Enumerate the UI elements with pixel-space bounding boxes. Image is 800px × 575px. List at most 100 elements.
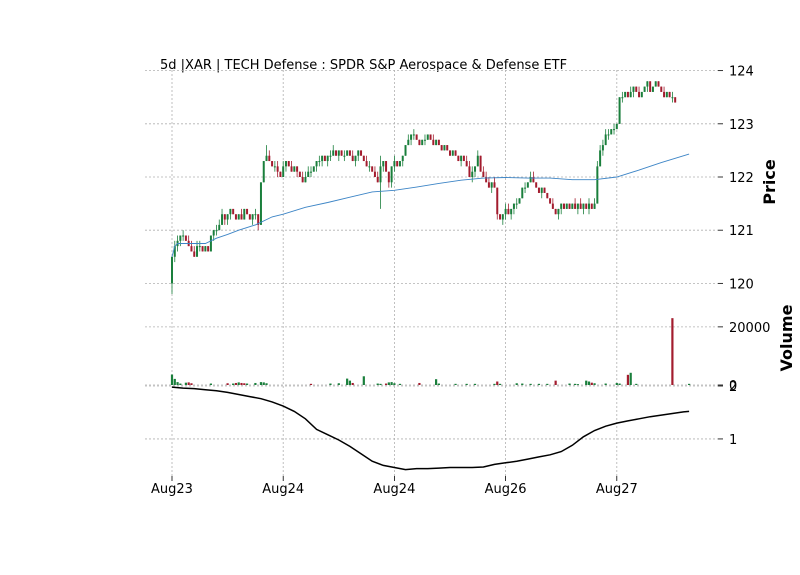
candle-body <box>382 161 385 167</box>
volume-bar <box>376 383 379 385</box>
candle-body <box>390 166 393 183</box>
candle-body <box>471 171 474 177</box>
candle-body <box>196 246 199 257</box>
volume-bar <box>515 383 518 385</box>
candle-body <box>615 123 618 130</box>
candle-body <box>326 155 329 162</box>
volume-bar <box>173 378 176 385</box>
candle-body <box>223 214 226 220</box>
xtick-label: Aug24 <box>373 482 415 497</box>
candle-body <box>632 86 635 92</box>
candle-body <box>437 139 440 146</box>
volume-bar <box>337 383 340 385</box>
candle-body <box>610 129 613 135</box>
volume-bar <box>393 383 396 385</box>
candle-body <box>215 230 218 232</box>
candle-body <box>287 161 290 167</box>
candle-body <box>640 91 643 98</box>
candle-body <box>362 155 365 162</box>
volume-ytick-label: 0 <box>729 379 737 394</box>
volume-bar <box>576 384 579 385</box>
candle-body <box>290 166 293 172</box>
candle-body <box>515 203 518 205</box>
candle-body <box>507 208 510 215</box>
volume-bar <box>209 383 213 385</box>
candle-body <box>259 182 262 225</box>
candle-body <box>618 97 621 124</box>
candle-body <box>335 150 338 156</box>
candle-body <box>393 161 396 167</box>
price-ytick-label: 121 <box>729 224 754 239</box>
candle-body <box>521 187 524 199</box>
candle-body <box>613 129 616 131</box>
candle-body <box>376 177 379 183</box>
volume-bar <box>234 382 238 385</box>
candle-body <box>410 134 413 140</box>
candle-body <box>565 203 568 209</box>
volume-bar <box>179 383 182 385</box>
candle-body <box>310 171 312 173</box>
candle-body <box>557 208 560 215</box>
candle-body <box>537 187 540 193</box>
candle-body <box>629 91 632 98</box>
candle-body <box>660 86 663 92</box>
candle-body <box>321 155 324 162</box>
candle-body <box>282 166 285 177</box>
candle-body <box>304 177 307 183</box>
candle-body <box>204 246 207 252</box>
candle-body <box>446 145 449 151</box>
volume-bar <box>587 381 591 385</box>
candle-body <box>487 182 490 188</box>
candle-body <box>385 161 388 172</box>
candle-body <box>371 166 374 172</box>
candle-body <box>415 134 418 140</box>
volume-bar <box>498 383 502 385</box>
price-axis-title: Price <box>760 159 779 205</box>
candle-body <box>429 134 432 140</box>
candle-body <box>524 187 527 189</box>
xtick-label: Aug23 <box>151 482 193 497</box>
candle-body <box>593 203 596 209</box>
volume-bar <box>390 382 393 385</box>
candle-body <box>229 208 232 215</box>
candle-body <box>624 91 627 98</box>
candle-body <box>499 214 502 220</box>
volume-bar <box>537 383 541 385</box>
candle-body <box>599 150 602 167</box>
candle-body <box>360 150 363 156</box>
volume-bar <box>237 382 240 385</box>
candle-body <box>218 224 221 231</box>
candle-body <box>171 256 173 284</box>
candle-body <box>173 246 176 257</box>
candle-body <box>221 214 224 225</box>
candle-body <box>504 208 507 215</box>
candle-body <box>551 203 554 209</box>
volume-bar <box>593 383 596 385</box>
candle-body <box>663 91 666 98</box>
x-axis-labels: Aug23 Aug24 Aug24 Aug26 Aug27 <box>151 476 638 497</box>
volume-bar <box>554 380 557 385</box>
candle-body <box>432 139 435 146</box>
candle-body <box>668 91 671 98</box>
volume-axis-title: Volume <box>777 304 796 371</box>
candle-body <box>209 235 212 252</box>
volume-bar <box>590 382 593 385</box>
candle-body <box>315 161 318 167</box>
candle-body <box>574 203 577 209</box>
candle-body <box>621 97 624 99</box>
candle-body <box>254 214 257 216</box>
candle-body <box>298 171 301 177</box>
candle-body <box>396 161 399 167</box>
candle-body <box>638 91 641 98</box>
xtick-label: Aug27 <box>596 482 638 497</box>
candle-body <box>512 203 515 209</box>
candle-body <box>560 203 563 209</box>
volume-bar <box>574 383 577 385</box>
candle-body <box>476 155 479 167</box>
candle-body <box>418 139 421 146</box>
price-ytick-label: 122 <box>729 171 754 186</box>
candle-body <box>404 145 407 156</box>
candle-body <box>207 246 210 252</box>
volume-ytick-label: 20000 <box>729 321 770 336</box>
